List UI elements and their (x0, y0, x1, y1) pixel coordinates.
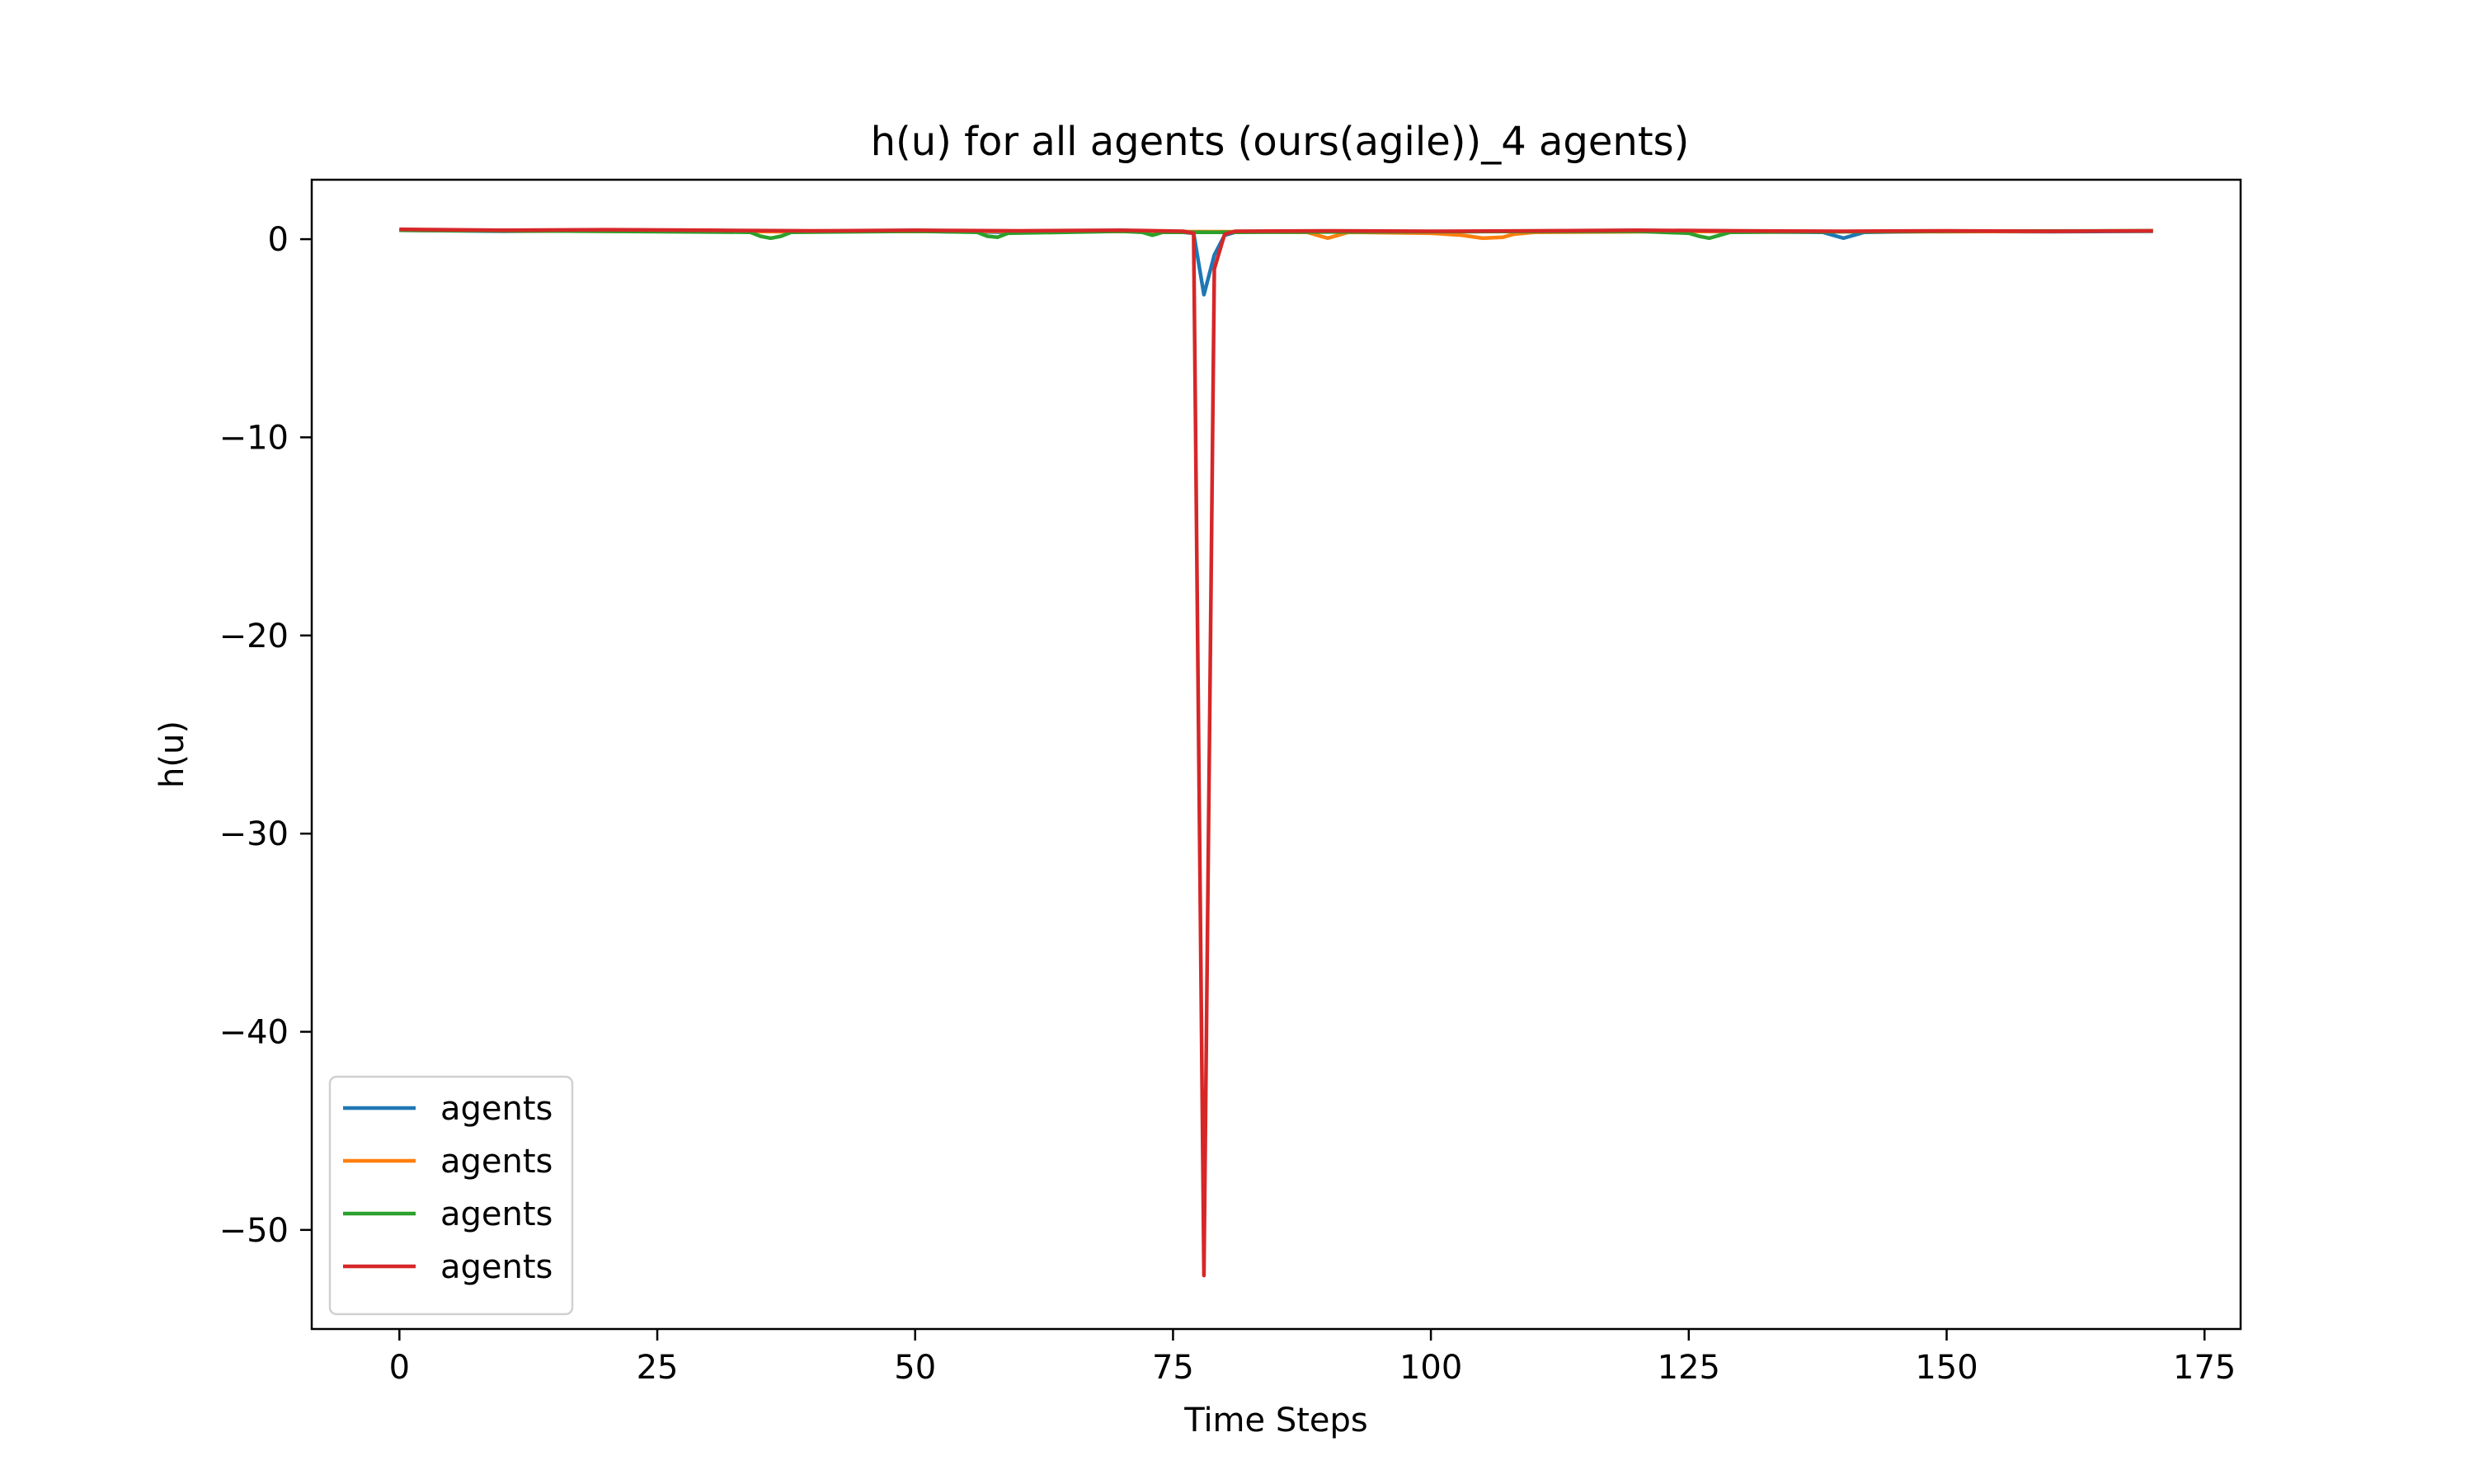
x-tick-label: 25 (637, 1349, 679, 1387)
y-axis-label: h(u) (153, 721, 191, 788)
y-tick-label: −50 (219, 1212, 289, 1250)
legend-box (328, 1075, 574, 1316)
series-line-4 (399, 227, 2153, 1278)
legend-label-1: agents (440, 1090, 553, 1128)
x-tick-label: 150 (1915, 1349, 1978, 1387)
x-tick-label: 100 (1399, 1349, 1462, 1387)
plot-frame (310, 178, 2242, 1331)
y-tick-label: −40 (219, 1013, 289, 1051)
chart-title: h(u) for all agents (ours(agile))_4 agen… (871, 119, 1690, 165)
legend: agents agents agents agents (328, 1075, 574, 1316)
y-tick-label: −30 (219, 815, 289, 853)
x-tick-label: 125 (1658, 1349, 1720, 1387)
x-tick-label: 0 (389, 1349, 410, 1387)
legend-label-4: agents (440, 1248, 553, 1286)
y-tick-label: −10 (219, 419, 289, 457)
y-axis: 0 −10 −20 −30 −40 −50 (219, 221, 312, 1250)
legend-label-3: agents (440, 1195, 553, 1233)
plot-area (310, 178, 2242, 1331)
x-axis: 0 25 50 75 100 125 150 175 (389, 1329, 2236, 1387)
y-tick-label: 0 (268, 221, 289, 259)
y-tick-label: −20 (219, 618, 289, 655)
x-tick-label: 50 (894, 1349, 936, 1387)
series-layer (399, 227, 2153, 1278)
x-tick-label: 75 (1152, 1349, 1194, 1387)
x-axis-label: Time Steps (1183, 1402, 1368, 1439)
legend-label-2: agents (440, 1143, 553, 1181)
x-tick-label: 175 (2173, 1349, 2236, 1387)
